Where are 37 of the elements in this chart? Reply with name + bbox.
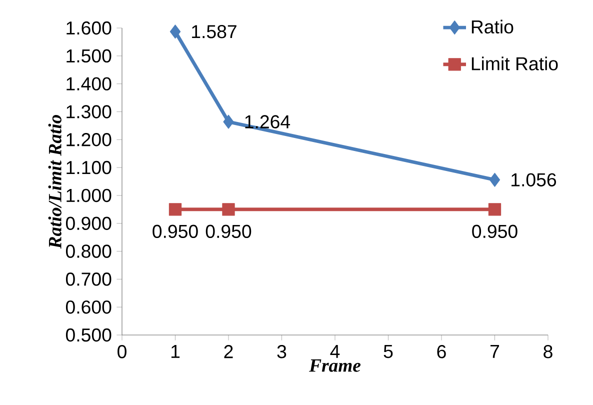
point <box>488 203 502 216</box>
data-label: 1.056 <box>512 173 556 186</box>
x-tick-label: 6 <box>437 345 446 358</box>
x-tick-label: 3 <box>277 345 286 358</box>
y-tick-label: 1.600 <box>66 21 112 35</box>
y-tick-label: 1.000 <box>66 188 112 202</box>
y-tick-label: 0.600 <box>66 300 112 314</box>
x-tick-label: 7 <box>490 345 500 358</box>
point <box>489 172 500 187</box>
data-label: 1.264 <box>245 115 290 128</box>
y-tick-label: 1.300 <box>66 105 112 118</box>
y-tick-label: 0.800 <box>66 244 112 258</box>
data-label: 0.950 <box>206 224 252 238</box>
x-tick-label: 2 <box>224 345 233 358</box>
x-tick-label: 8 <box>544 345 552 358</box>
x-axis-title: Frame <box>309 359 361 372</box>
y-tick-label: 0.500 <box>66 328 112 342</box>
point <box>223 114 234 129</box>
y-tick-label: 1.500 <box>66 49 112 63</box>
legend-label: Limit Ratio <box>472 56 558 70</box>
point <box>170 24 181 39</box>
x-tick-label: 1 <box>171 345 180 358</box>
data-label: 0.950 <box>472 224 518 238</box>
x-tick-label: 5 <box>384 345 393 358</box>
legend-label: Ratio <box>472 20 514 34</box>
point <box>168 203 182 216</box>
x-tick-label: 0 <box>118 345 126 358</box>
data-label: 0.950 <box>152 224 198 238</box>
data-label: 1.587 <box>192 25 236 38</box>
y-tick-label: 0.700 <box>66 272 112 286</box>
y-tick-label: 1.400 <box>66 77 112 90</box>
point <box>222 203 235 216</box>
y-axis-title: Ratio/Limit Ratio <box>48 114 62 249</box>
y-tick-label: 0.900 <box>66 216 112 230</box>
x-tick-label: 4 <box>330 345 340 358</box>
y-tick-label: 1.200 <box>66 133 112 146</box>
y-tick-label: 1.100 <box>66 160 112 174</box>
